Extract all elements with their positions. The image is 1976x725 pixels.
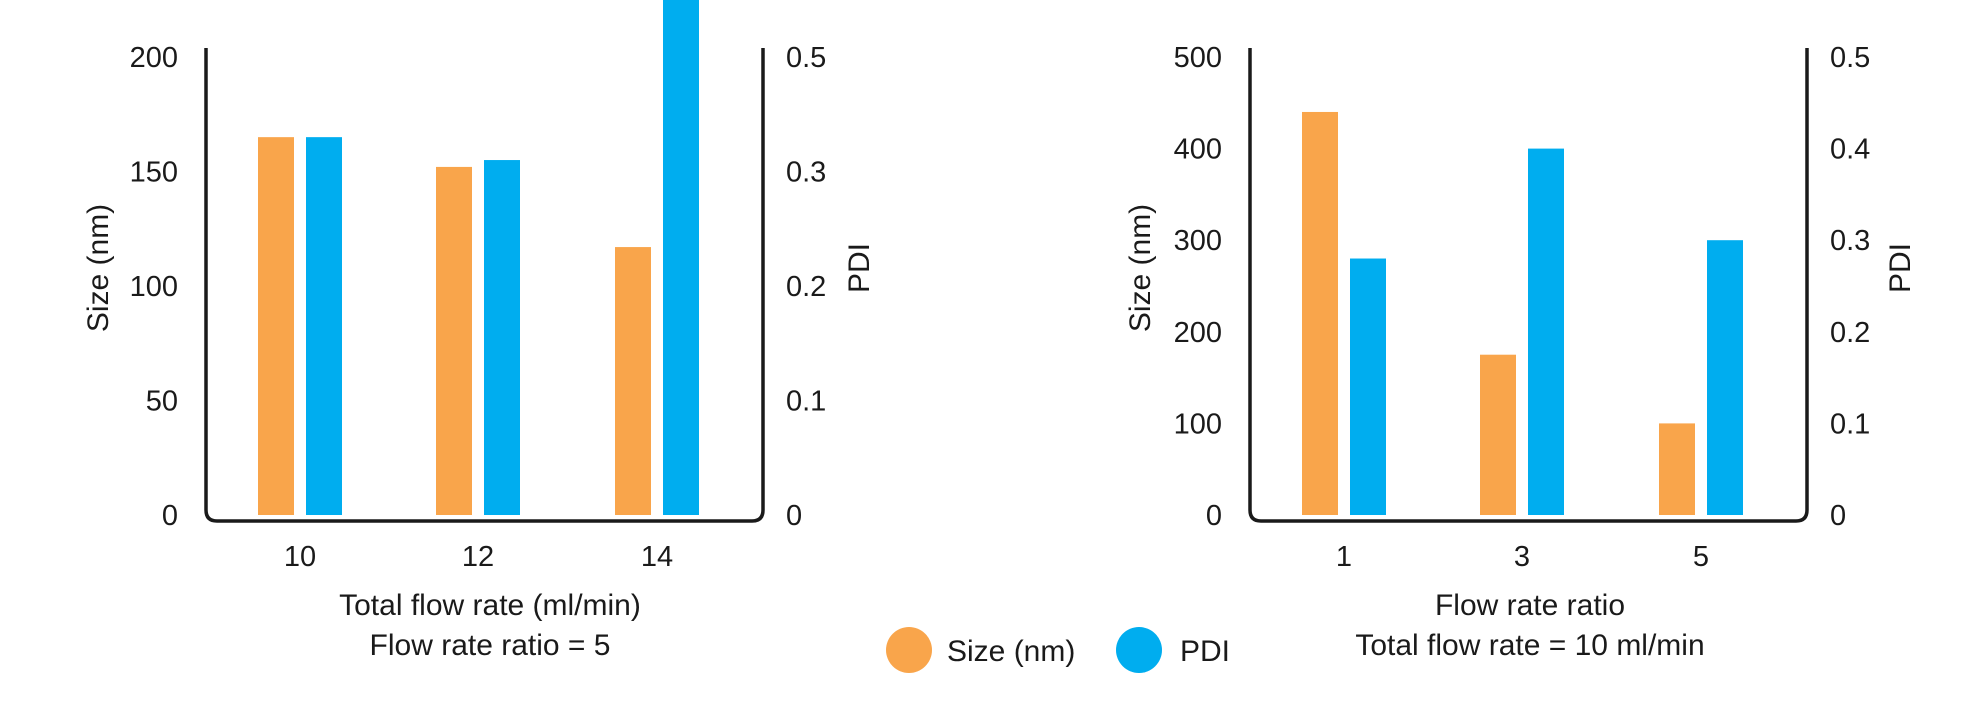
- bar-size-14: [615, 247, 651, 515]
- left-axis-ticks: 0 100 200 300 400 500: [1174, 42, 1222, 532]
- bar-size-3: [1480, 354, 1516, 515]
- legend-label-size: Size (nm): [947, 635, 1075, 668]
- y-left-tick-label: 400: [1174, 134, 1222, 166]
- y-right-title: PDI: [1884, 243, 1917, 293]
- bar-size-12: [436, 166, 472, 516]
- bar-pdi-5: [1707, 240, 1743, 515]
- y-right-tick-label: 0.5: [786, 42, 826, 74]
- y-right-tick-label: 0.1: [1830, 408, 1870, 440]
- y-right-tick-label: 0: [786, 500, 802, 532]
- y-left-tick-label: 0: [1206, 500, 1222, 532]
- bar-pdi-3: [1528, 148, 1564, 515]
- x-axis-subtitle: Flow rate ratio = 5: [370, 629, 611, 662]
- bar-size-1: [1302, 111, 1338, 516]
- x-axis-subtitle: Total flow rate = 10 ml/min: [1355, 629, 1704, 662]
- x-axis-ticks: 1 3 5: [1336, 541, 1709, 573]
- legend-swatch-size: [886, 627, 932, 673]
- bars: [1302, 111, 1743, 516]
- y-left-tick-label: 100: [1174, 408, 1222, 440]
- y-right-tick-label: 0.1: [786, 386, 826, 418]
- y-left-tick-label: 500: [1174, 42, 1222, 74]
- left-axis-ticks: 0 50 100 150 200: [130, 42, 178, 532]
- y-left-tick-label: 200: [1174, 317, 1222, 349]
- bar-pdi-14: [663, 0, 699, 515]
- y-left-tick-label: 50: [146, 386, 178, 418]
- x-tick-label: 10: [284, 541, 316, 573]
- x-tick-label: 5: [1693, 541, 1709, 573]
- x-tick-label: 14: [641, 541, 673, 573]
- right-axis-ticks: 0 0.1 0.2 0.3 0.5: [786, 42, 826, 532]
- bar-size-10: [258, 137, 294, 515]
- y-right-title: PDI: [843, 243, 876, 293]
- y-left-tick-label: 200: [130, 42, 178, 74]
- y-left-title: Size (nm): [82, 204, 115, 332]
- chart-flow-rate: 0 50 100 150 200 0 0.1 0.2 0.3 0.5 10 12 14 Size (…: [82, 0, 876, 662]
- x-tick-label: 1: [1336, 541, 1352, 573]
- legend-label-pdi: PDI: [1180, 635, 1230, 668]
- y-right-tick-label: 0.5: [1830, 42, 1870, 74]
- y-right-tick-label: 0.3: [1830, 225, 1870, 257]
- bar-pdi-1: [1350, 258, 1386, 515]
- legend-swatch-pdi: [1116, 627, 1162, 673]
- x-tick-label: 3: [1514, 541, 1530, 573]
- x-axis-ticks: 10 12 14: [284, 541, 673, 573]
- y-right-tick-label: 0.3: [786, 157, 826, 189]
- y-left-tick-label: 150: [130, 157, 178, 189]
- bar-pdi-12: [484, 160, 520, 516]
- right-axis-ticks: 0 0.1 0.2 0.3 0.4 0.5: [1830, 42, 1870, 532]
- y-right-tick-label: 0.2: [1830, 317, 1870, 349]
- bars: [258, 0, 699, 516]
- chart-frame: [1248, 48, 1809, 523]
- bar-pdi-10: [306, 137, 342, 515]
- chart-flow-rate-ratio: 0 100 200 300 400 500 0 0.1 0.2 0.3 0.4 0.5 1 3 5 Si…: [1124, 42, 1917, 662]
- y-left-title: Size (nm): [1124, 204, 1157, 332]
- y-right-tick-label: 0.2: [786, 271, 826, 303]
- y-right-tick-label: 0: [1830, 500, 1846, 532]
- y-left-tick-label: 100: [130, 271, 178, 303]
- chart-frame: [204, 48, 765, 523]
- legend: Size (nm) PDI: [886, 627, 1230, 673]
- x-axis-title: Total flow rate (ml/min): [339, 589, 641, 622]
- y-right-tick-label: 0.4: [1830, 134, 1870, 166]
- y-left-tick-label: 0: [162, 500, 178, 532]
- bar-size-5: [1659, 423, 1695, 515]
- y-left-tick-label: 300: [1174, 225, 1222, 257]
- x-axis-title: Flow rate ratio: [1435, 589, 1625, 622]
- x-tick-label: 12: [462, 541, 494, 573]
